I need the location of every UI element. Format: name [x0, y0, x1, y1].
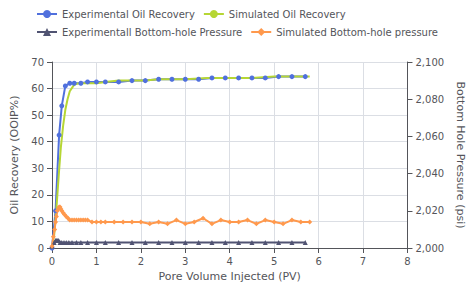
svg-text:20: 20 [31, 189, 44, 200]
svg-text:3: 3 [182, 256, 188, 267]
svg-text:7: 7 [360, 256, 366, 267]
svg-text:2,000: 2,000 [415, 243, 444, 254]
svg-text:Experimental Oil Recovery: Experimental Oil Recovery [62, 9, 195, 20]
svg-text:6: 6 [315, 256, 321, 267]
svg-text:Simulated Oil Recovery: Simulated Oil Recovery [229, 9, 346, 20]
svg-text:2,020: 2,020 [415, 205, 444, 216]
svg-text:8: 8 [404, 256, 410, 267]
svg-text:Oil Recovery (OOIP%): Oil Recovery (OOIP%) [8, 96, 21, 215]
svg-text:5: 5 [271, 256, 277, 267]
svg-text:2,080: 2,080 [415, 94, 444, 105]
svg-text:10: 10 [31, 216, 44, 227]
svg-text:0: 0 [49, 256, 55, 267]
svg-text:0: 0 [38, 243, 44, 254]
svg-text:Simulated Bottom-hole pressure: Simulated Bottom-hole pressure [276, 27, 438, 38]
svg-text:Bottom Hole Pressure (psi): Bottom Hole Pressure (psi) [454, 82, 467, 229]
svg-text:2,040: 2,040 [415, 168, 444, 179]
svg-text:40: 40 [31, 136, 44, 147]
svg-text:50: 50 [31, 110, 44, 121]
svg-text:2,100: 2,100 [415, 57, 444, 68]
svg-text:2,060: 2,060 [415, 131, 444, 142]
svg-text:4: 4 [227, 256, 233, 267]
svg-text:Pore Volume Injected (PV): Pore Volume Injected (PV) [159, 270, 301, 283]
svg-text:70: 70 [31, 57, 44, 68]
svg-text:2: 2 [138, 256, 144, 267]
svg-text:1: 1 [93, 256, 99, 267]
svg-text:60: 60 [31, 83, 44, 94]
svg-text:30: 30 [31, 163, 44, 174]
svg-text:Experimentall Bottom-hole Pres: Experimentall Bottom-hole Pressure [62, 27, 242, 38]
